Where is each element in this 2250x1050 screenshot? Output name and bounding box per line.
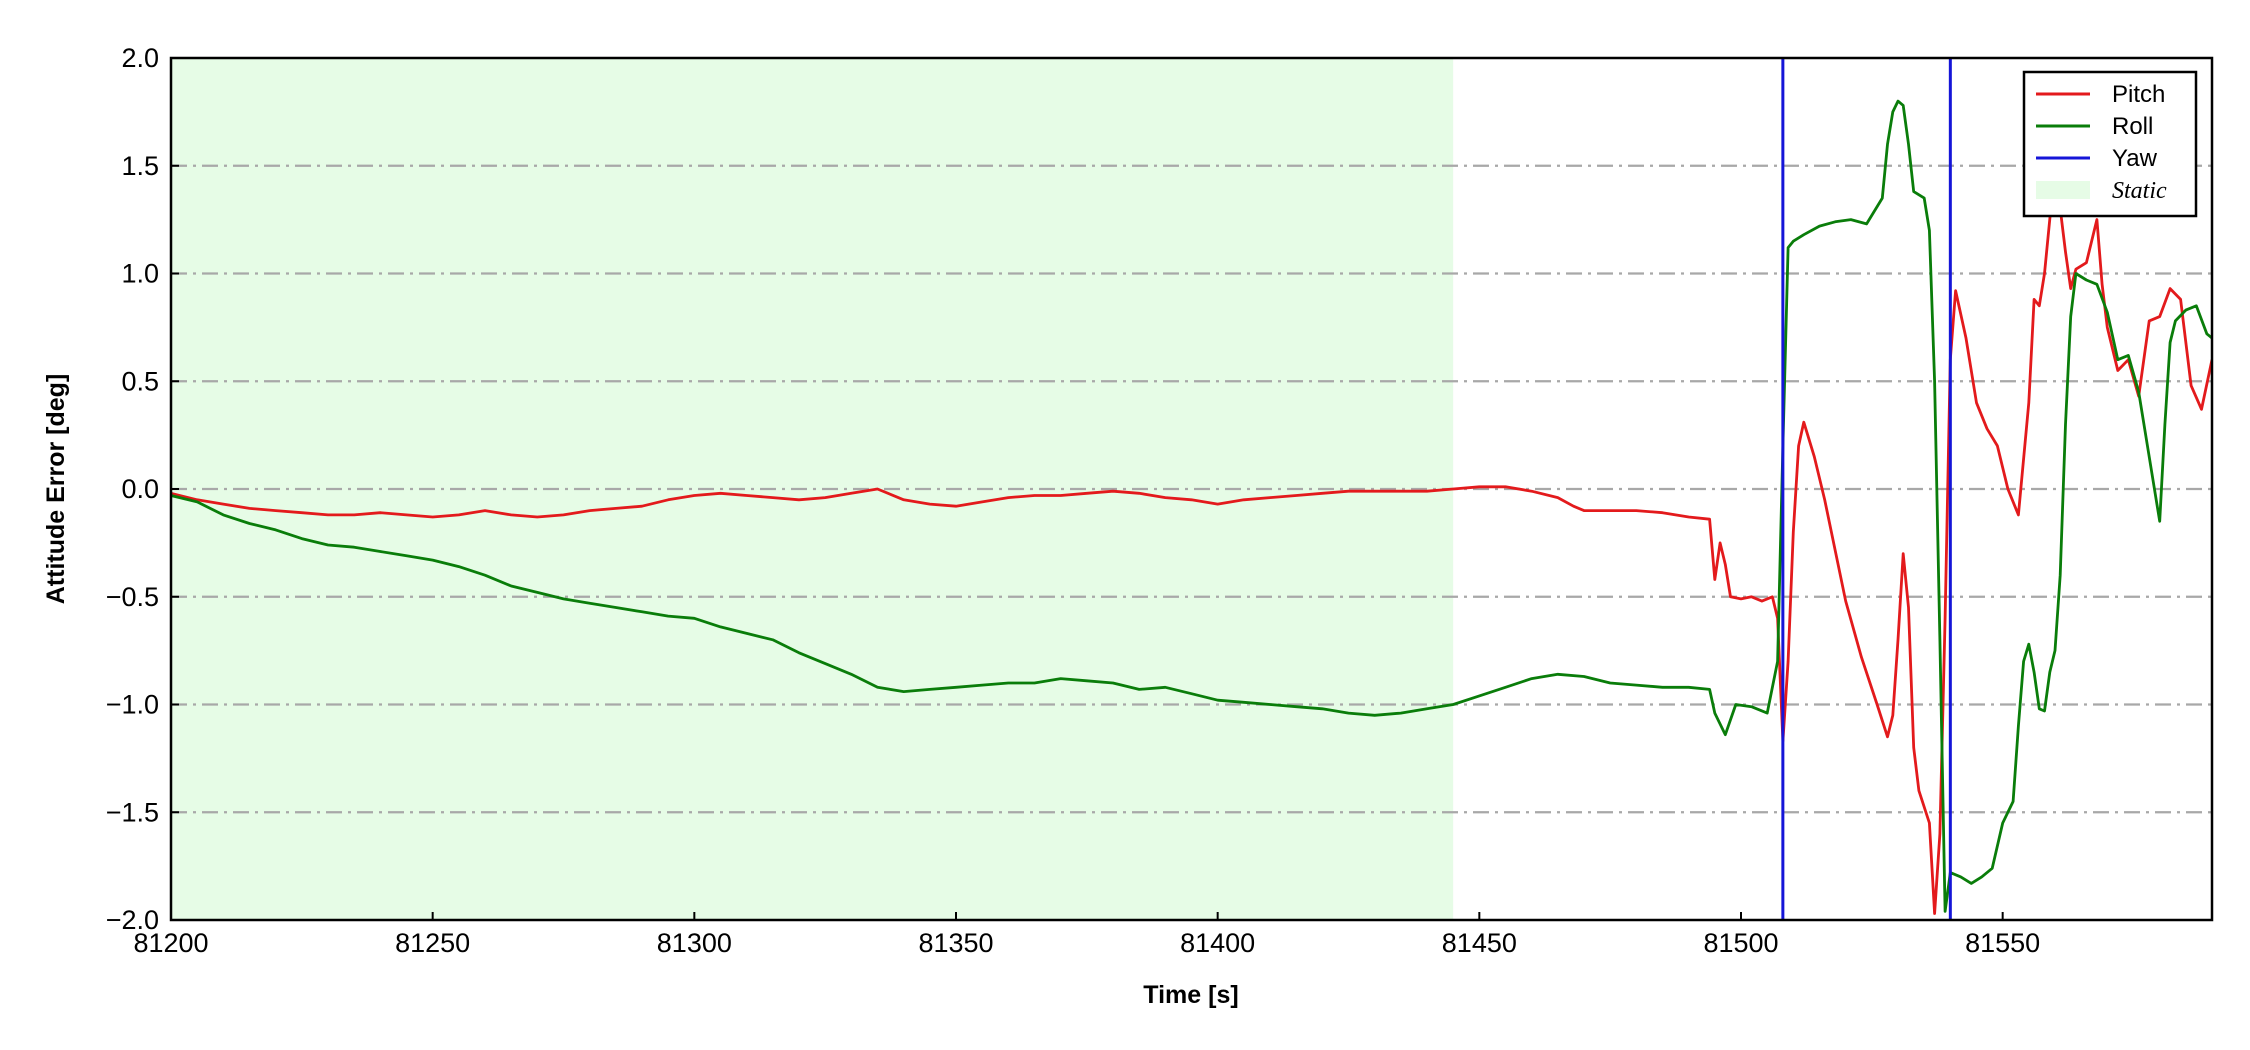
y-tick-label: −2.0 [106,905,159,935]
series-line-roll [171,99,2212,913]
legend-label-static: Static [2112,178,2167,204]
x-axis-title: Time [s] [1143,981,1238,1009]
legend: Pitch Roll Yaw Static [2022,70,2198,218]
y-tick-label: 1.0 [121,259,159,289]
y-tick-label: 0.0 [121,474,159,504]
ticks: 81200 81250 81300 81350 81400 81450 81500 81550… [106,43,2041,958]
x-tick-label: 81450 [1442,928,1517,958]
y-tick-label: 1.5 [121,151,159,181]
y-tick-label: 2.0 [121,43,159,73]
x-tick-label: 81300 [657,928,732,958]
x-tick-label: 81250 [395,928,470,958]
legend-label-pitch: Pitch [2112,81,2165,108]
legend-swatch-static [2036,181,2090,199]
y-tick-label: −1.0 [106,690,159,720]
y-tick-label: 0.5 [121,366,159,396]
y-tick-label: −0.5 [106,582,159,612]
legend-label-roll: Roll [2112,113,2153,140]
legend-label-yaw: Yaw [2112,145,2158,172]
x-tick-label: 81200 [133,928,208,958]
x-tick-label: 81500 [1703,928,1778,958]
x-tick-label: 81400 [1180,928,1255,958]
x-tick-label: 81350 [918,928,993,958]
series-line-pitch [171,164,2212,915]
series-layer [171,58,2212,920]
y-axis-title: Attitude Error [deg] [42,374,70,605]
x-tick-label: 81550 [1965,928,2040,958]
y-tick-label: −1.5 [106,797,159,827]
